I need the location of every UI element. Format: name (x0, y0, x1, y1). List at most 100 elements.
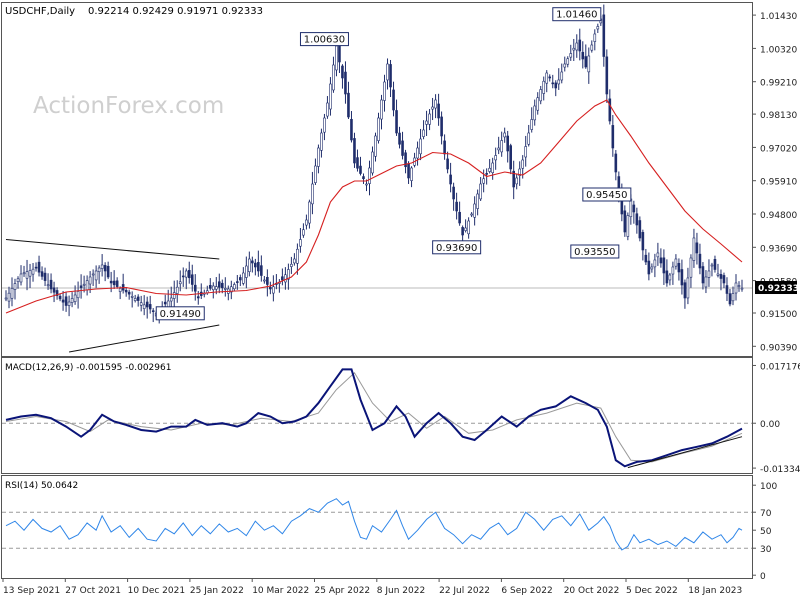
candle-body (266, 277, 269, 285)
candle-body (443, 140, 446, 155)
candle (371, 146, 374, 176)
candle (320, 128, 323, 158)
candle (581, 41, 585, 69)
candle-body (662, 257, 666, 274)
candle (311, 171, 314, 215)
candle-body (545, 72, 549, 84)
candle-body (542, 80, 546, 94)
candle-body (629, 198, 633, 218)
candle (347, 81, 350, 120)
candle-body (130, 295, 134, 298)
candle (130, 291, 134, 308)
candle (680, 259, 684, 295)
candle (467, 217, 470, 239)
candle-body (103, 265, 107, 272)
candle-body (236, 281, 239, 283)
candle-body (518, 168, 521, 176)
candle (614, 150, 618, 181)
candle-body (434, 99, 437, 109)
axes: 1.01430 1.00320 0.99210 0.98130 0.97020 0.959… (2, 12, 800, 596)
candle (701, 262, 705, 290)
candle (497, 136, 500, 155)
candle (31, 262, 35, 282)
candle-body (569, 53, 573, 58)
date-tick-label: 10 Mar 2022 (252, 586, 309, 596)
candle (659, 248, 663, 268)
candle (184, 268, 188, 290)
candle (383, 74, 386, 112)
candle-body (193, 284, 197, 292)
candle (545, 70, 549, 93)
candle (389, 59, 392, 98)
candle-body (401, 140, 404, 156)
candle-body (584, 56, 588, 68)
candle (193, 274, 197, 301)
candle (416, 141, 419, 166)
candle-body (332, 64, 335, 91)
candle-body (590, 44, 594, 51)
macd-signal-line (5, 372, 743, 463)
candle (563, 56, 567, 72)
candle (431, 97, 434, 121)
annotation-box (582, 187, 632, 202)
candle-body (482, 178, 485, 184)
candle-body (112, 280, 116, 286)
candle (677, 258, 681, 281)
candle-body (151, 310, 155, 312)
candle (127, 289, 131, 300)
candle (302, 223, 305, 238)
price-tick-label: 0.90390 (760, 343, 797, 353)
candle (43, 267, 47, 287)
candle-body (97, 267, 101, 273)
rsi-tick-label: 50 (760, 527, 772, 537)
date-tick-label: 25 Apr 2022 (315, 586, 371, 596)
candle (91, 269, 95, 286)
annotation-box (155, 306, 205, 321)
candle-body (281, 276, 284, 281)
candle (236, 275, 239, 290)
candle (239, 274, 242, 287)
candle (734, 274, 738, 301)
candle-body (296, 248, 299, 264)
candle (317, 144, 320, 174)
candle-body (557, 79, 561, 85)
candle-body (722, 275, 726, 284)
candle-body (374, 135, 377, 157)
candle (425, 110, 428, 136)
candles (4, 4, 744, 324)
candle-body (73, 294, 77, 302)
candle (707, 259, 711, 287)
candle-body (638, 220, 642, 239)
candle (4, 290, 8, 302)
candle (590, 40, 594, 53)
candle (386, 58, 389, 90)
candle-body (626, 215, 630, 237)
price-tick-label: 0.98130 (760, 111, 797, 121)
candle (404, 149, 407, 174)
candle-body (16, 278, 20, 283)
candle-body (671, 266, 675, 275)
candle-body (665, 270, 669, 284)
candle-body (254, 262, 257, 268)
candle (455, 192, 458, 220)
candle (395, 99, 398, 136)
price-tick-label: 0.97020 (760, 144, 797, 154)
date-tick-label: 10 Dec 2021 (128, 586, 186, 596)
candle (692, 228, 696, 268)
rsi-title: RSI(14) 50.0642 (5, 481, 78, 491)
candle (713, 255, 717, 273)
candle-body (260, 265, 263, 276)
annotation-box (552, 7, 602, 22)
candle-body (190, 274, 194, 285)
candle-body (305, 219, 308, 226)
candle (76, 281, 80, 309)
candle (674, 254, 678, 270)
candle-body (461, 227, 464, 236)
candle (662, 249, 666, 285)
candle-body (359, 165, 362, 174)
candle-body (506, 135, 509, 152)
candle (145, 296, 149, 319)
candle (151, 308, 155, 323)
candle-body (383, 81, 386, 101)
